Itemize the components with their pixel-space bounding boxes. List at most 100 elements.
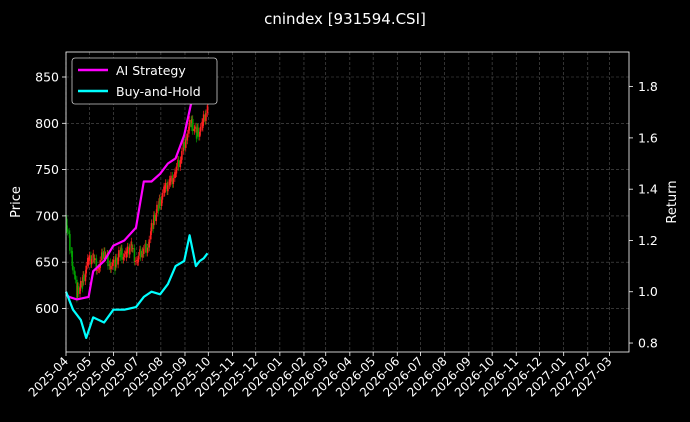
candle-body xyxy=(193,128,196,132)
candle-body xyxy=(134,260,137,262)
candle-body xyxy=(183,142,185,148)
candle-body xyxy=(95,258,98,271)
candle-body xyxy=(191,119,194,132)
candle-body xyxy=(136,262,139,263)
candle-body xyxy=(205,113,207,121)
candle-body xyxy=(188,119,191,127)
candle-body xyxy=(74,275,77,280)
candle-body xyxy=(164,182,167,189)
y2-axis-label: Return xyxy=(665,180,680,223)
candlesticks xyxy=(65,101,209,303)
y-tick-label: 850 xyxy=(35,70,59,85)
candle-body xyxy=(198,131,201,137)
candle-body xyxy=(125,253,128,258)
y2-tick-label: 1.4 xyxy=(638,182,658,197)
candle-body xyxy=(156,204,158,213)
candle-body xyxy=(101,252,104,259)
candle-body xyxy=(167,185,169,192)
y2-tick-label: 1.0 xyxy=(638,284,658,299)
legend: AI Strategy Buy-and-Hold xyxy=(71,57,218,105)
candle-body xyxy=(160,199,163,207)
candle-body xyxy=(139,249,142,258)
candle-body xyxy=(170,175,172,182)
candle-body xyxy=(132,248,134,250)
candle-body xyxy=(195,126,198,139)
candle-body xyxy=(85,265,88,274)
candle-body xyxy=(148,239,151,248)
candle-body xyxy=(155,212,158,222)
candle-body xyxy=(126,246,129,254)
candle-body xyxy=(121,248,123,260)
strategy-lines xyxy=(64,65,209,339)
candle-body xyxy=(175,166,178,174)
candle-body xyxy=(109,262,112,270)
y-tick-label: 700 xyxy=(35,208,59,223)
candle-body xyxy=(93,258,96,260)
candle-body xyxy=(87,260,90,265)
candle-body xyxy=(79,280,82,288)
candle-body xyxy=(69,234,71,251)
buy-and-hold-line xyxy=(64,234,209,339)
y2-tick-label: 1.2 xyxy=(638,233,658,248)
candle-body xyxy=(142,248,145,255)
candle-body xyxy=(110,266,112,270)
y-axis-label: Price xyxy=(9,186,24,218)
candle-body xyxy=(73,270,76,276)
candle-body xyxy=(77,286,80,294)
candle-body xyxy=(172,178,175,185)
legend-box xyxy=(71,57,218,105)
candle-body xyxy=(184,139,187,148)
candle-body xyxy=(112,259,115,263)
candle-body xyxy=(84,273,87,282)
candle-body xyxy=(71,251,74,266)
candle-body xyxy=(66,229,69,232)
y-tick-label: 650 xyxy=(35,255,59,270)
y2-tick-label: 1.8 xyxy=(638,79,658,94)
candle-body xyxy=(146,247,149,253)
candle-body xyxy=(159,198,161,207)
plot-frame xyxy=(65,51,630,353)
ai-strategy-line xyxy=(65,65,209,301)
candle-body xyxy=(202,122,204,128)
candle-body xyxy=(149,231,152,240)
candle-body xyxy=(81,280,84,289)
candle-body xyxy=(65,218,68,230)
candle-body xyxy=(199,126,202,132)
candle-body xyxy=(130,241,133,248)
candle-body xyxy=(72,265,74,271)
candle-body xyxy=(128,247,131,255)
candle-body xyxy=(157,204,160,211)
candle-body xyxy=(107,253,109,267)
candle-body xyxy=(206,105,209,114)
candle-body xyxy=(79,287,81,294)
y-tick-label: 600 xyxy=(35,301,59,316)
candle-body xyxy=(197,127,199,137)
candle-body xyxy=(174,172,176,179)
legend-label-bh: Buy-and-Hold xyxy=(116,84,201,99)
candle-body xyxy=(125,251,127,255)
candle-body xyxy=(118,250,120,258)
candle-body xyxy=(169,181,172,184)
candle-body xyxy=(190,119,192,128)
y-tick-label: 800 xyxy=(35,116,59,131)
candle-body xyxy=(180,159,182,161)
candle-body xyxy=(131,245,133,249)
candle-body xyxy=(123,254,126,257)
candle-body xyxy=(90,258,93,265)
candle-body xyxy=(186,133,189,141)
candle-body xyxy=(188,126,190,134)
candle-body xyxy=(145,243,147,253)
candle-body xyxy=(122,257,125,260)
candle-body xyxy=(135,260,138,262)
candle-body xyxy=(104,251,106,258)
candle-body xyxy=(133,248,136,262)
candle-body xyxy=(152,223,154,230)
candle-body xyxy=(181,151,183,160)
candle-body xyxy=(119,250,122,258)
candle-body xyxy=(98,267,101,270)
y2-tick-label: 1.6 xyxy=(638,130,658,145)
candle-body xyxy=(202,114,205,123)
candle-body xyxy=(115,257,118,265)
candle-body xyxy=(153,214,156,222)
candle-body xyxy=(141,251,144,258)
